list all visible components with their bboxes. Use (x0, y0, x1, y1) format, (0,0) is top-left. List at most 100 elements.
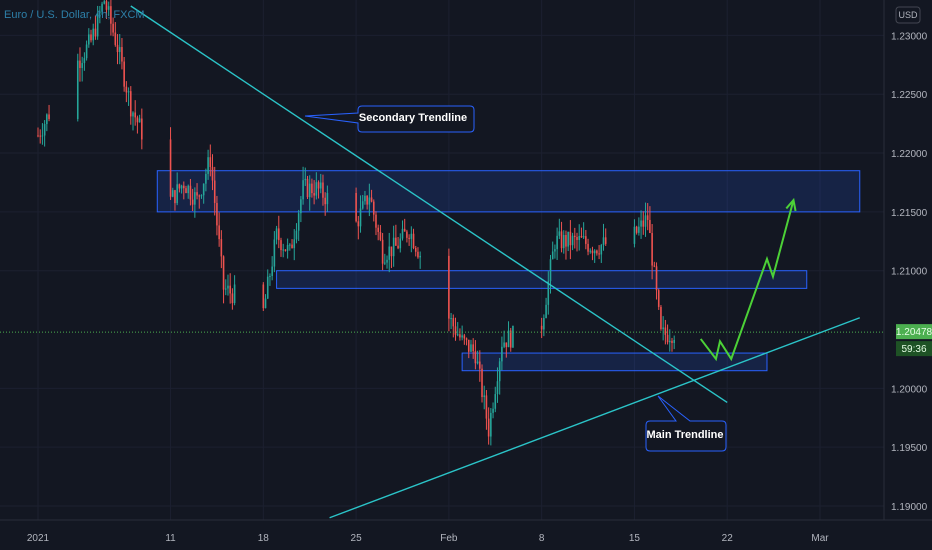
candle-bull (476, 361, 479, 364)
candle-bear (169, 139, 172, 197)
candle-bear (105, 1, 108, 10)
candle-bear (467, 339, 470, 352)
candle-bear (37, 135, 39, 137)
candle-bull (132, 112, 134, 117)
candle-bear (569, 231, 572, 246)
candle-bull (503, 342, 505, 347)
candle-bull (81, 63, 83, 68)
candle-bull (600, 244, 603, 255)
main-trendline (329, 317, 861, 519)
time-tick-label: 18 (258, 533, 270, 544)
candle-bear (196, 192, 198, 196)
candle-bear (229, 285, 231, 294)
candle-bull (282, 249, 285, 251)
candle-bear (90, 34, 92, 41)
candle-bull (551, 251, 554, 260)
candle-bull (644, 215, 647, 227)
candle-bull (107, 6, 110, 10)
candle-bull (293, 239, 296, 249)
currency-button[interactable]: USD (895, 6, 921, 24)
candle-bull (43, 124, 46, 136)
candle-bear (262, 284, 265, 309)
time-tick-label: 2021 (27, 533, 50, 544)
candle-bear (123, 61, 125, 87)
candle-bear (403, 228, 406, 232)
candle-bull (205, 173, 207, 184)
candle-bull (202, 183, 205, 196)
time-tick-label: Feb (440, 533, 458, 544)
candle-bull (138, 118, 141, 123)
candle-bear (587, 243, 589, 252)
candle-bear (110, 6, 112, 24)
candle-bear (653, 265, 656, 267)
candle-bull (302, 180, 304, 200)
candle-bear (657, 290, 660, 307)
candle-bear (454, 326, 457, 335)
candle-bull (233, 284, 236, 304)
candle-bear (370, 197, 373, 202)
candle-bull (419, 255, 421, 258)
candle-bull (593, 250, 596, 254)
candle-bull (386, 259, 388, 263)
candle-bull (543, 317, 545, 330)
candle-bull (118, 47, 121, 53)
candle-bull (662, 327, 664, 330)
candle-bear (649, 219, 651, 234)
candle-bear (116, 44, 119, 53)
candle-bull (578, 235, 581, 240)
candle-bull (668, 340, 671, 343)
candle-bear (664, 327, 667, 335)
candle-bear (598, 253, 600, 255)
candle-bull (295, 230, 298, 240)
time-tick-label: Mar (811, 533, 829, 544)
candle-bull (187, 185, 190, 194)
candle-bull (399, 238, 402, 249)
candle-bull (501, 346, 503, 362)
zone-rect (156, 170, 861, 213)
candle-bull (392, 237, 395, 257)
currency-label: USD (898, 10, 918, 20)
candle-bear (651, 233, 653, 266)
chart-title: Euro / U.S. Dollar, 4h, FXCM (4, 9, 145, 21)
candle-bear (209, 157, 212, 167)
candle-bull (507, 330, 510, 348)
candle-bull (589, 250, 592, 252)
candle-bull (498, 361, 501, 382)
candle-bear (448, 255, 450, 319)
price-tick-label: 1.19500 (891, 443, 928, 454)
projection-arrowhead (785, 197, 797, 212)
candle-bull (171, 190, 174, 197)
candle-bear (178, 184, 181, 189)
candle-bear (375, 214, 377, 228)
candle-bear (397, 245, 399, 249)
candle-bull (224, 288, 227, 290)
candle-bull (494, 394, 497, 409)
candle-bear (459, 334, 461, 338)
candle-bear (121, 47, 123, 62)
candle-bear (216, 202, 218, 226)
candle-bear (211, 166, 214, 181)
candle-bear (129, 91, 132, 117)
candle-bear (485, 395, 488, 419)
candle-bear (666, 334, 669, 343)
candle-bull (633, 226, 636, 244)
candle-countdown: 59:36 (901, 344, 926, 355)
candle-bear (213, 180, 216, 203)
time-axis[interactable]: 2021 11 18 25 Feb 8 15 22 Mar (0, 519, 932, 544)
candle-bear (313, 193, 315, 196)
candle-bull (461, 335, 463, 338)
candle-bull (326, 193, 329, 205)
price-tick-label: 1.20000 (891, 384, 928, 395)
candle-bull (127, 91, 130, 93)
candle-bear (355, 193, 357, 222)
candle-bull (410, 233, 413, 239)
candle-bull (269, 275, 271, 277)
candle-bull (582, 236, 585, 238)
candle-bear (48, 114, 50, 119)
price-axis[interactable]: 1.23000 1.22500 1.22000 1.21500 1.21000 1.200… (883, 0, 928, 520)
candle-bull (388, 246, 391, 260)
candle-bear (134, 112, 136, 118)
candle-bear (322, 182, 324, 198)
